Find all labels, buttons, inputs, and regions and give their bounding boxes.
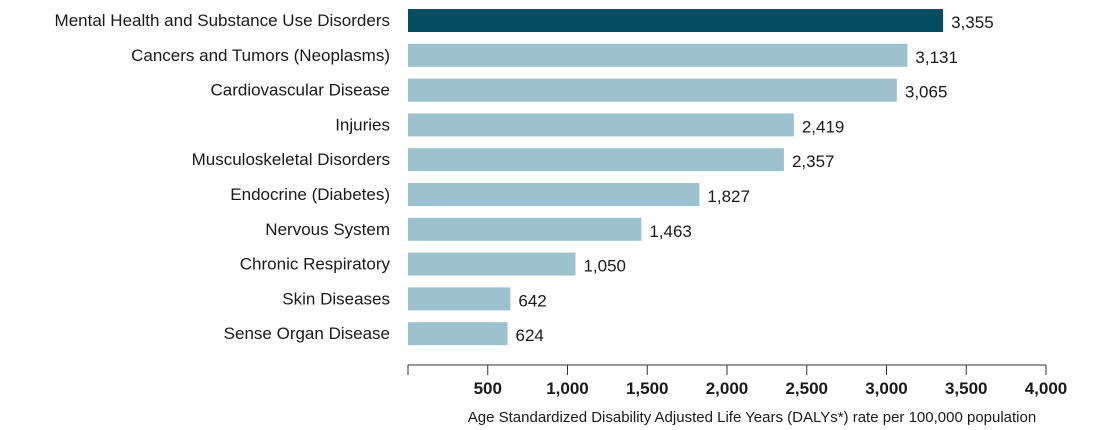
x-tick-label: 2,000 xyxy=(706,379,749,398)
value-label: 1,463 xyxy=(649,222,692,241)
value-label: 2,419 xyxy=(802,117,845,136)
value-label: 1,827 xyxy=(707,187,750,206)
x-tick-label: 3,000 xyxy=(865,379,908,398)
x-tick-label: 3,500 xyxy=(945,379,988,398)
category-label: Nervous System xyxy=(265,220,390,239)
bar xyxy=(408,287,511,311)
value-label: 3,065 xyxy=(905,83,948,102)
x-tick-label: 1,000 xyxy=(546,379,589,398)
x-tick-label: 4,000 xyxy=(1025,379,1068,398)
bar xyxy=(408,322,508,346)
bar xyxy=(408,113,794,137)
bar xyxy=(408,43,908,67)
bar xyxy=(408,217,642,241)
bar xyxy=(408,9,944,32)
category-label: Sense Organ Disease xyxy=(224,324,390,343)
value-label: 3,131 xyxy=(915,48,958,67)
bar xyxy=(408,183,700,206)
x-tick-label: 2,500 xyxy=(785,379,828,398)
value-label: 1,050 xyxy=(583,257,626,276)
category-label: Endocrine (Diabetes) xyxy=(230,185,390,204)
x-axis-title: Age Standardized Disability Adjusted Lif… xyxy=(468,409,1036,426)
bar xyxy=(408,78,897,102)
category-label: Mental Health and Substance Use Disorder… xyxy=(55,11,390,30)
bar xyxy=(408,148,784,172)
value-label: 3,355 xyxy=(951,13,994,32)
labels-layer: Mental Health and Substance Use Disorder… xyxy=(55,11,994,345)
category-label: Cardiovascular Disease xyxy=(210,81,390,100)
category-label: Skin Diseases xyxy=(282,289,390,308)
bars-layer xyxy=(408,9,944,346)
value-label: 2,357 xyxy=(792,152,835,171)
category-label: Cancers and Tumors (Neoplasms) xyxy=(131,46,390,65)
bar xyxy=(408,252,576,276)
x-tick-label: 1,500 xyxy=(626,379,669,398)
x-tick-label: 500 xyxy=(474,379,502,398)
category-label: Chronic Respiratory xyxy=(240,255,391,274)
category-label: Musculoskeletal Disorders xyxy=(192,150,390,169)
x-axis: 500 1,000 1,500 2,000 2,500 3,000 3,500 4,000 xyxy=(407,364,1068,398)
value-label: 642 xyxy=(518,291,546,310)
value-label: 624 xyxy=(516,326,544,345)
category-label: Injuries xyxy=(335,115,390,134)
